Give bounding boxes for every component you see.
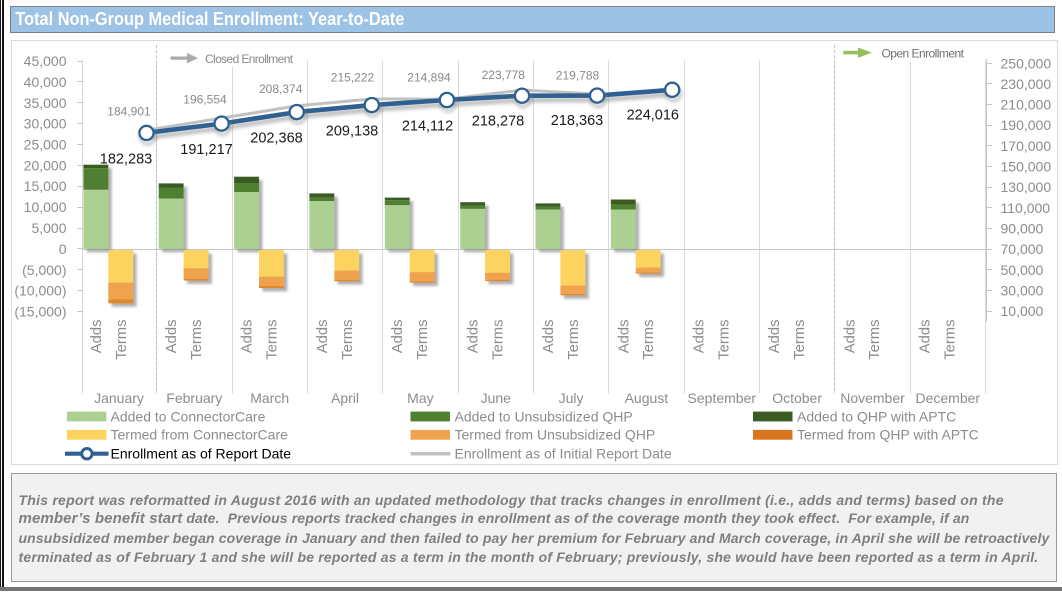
svg-text:210,000: 210,000 [1001, 97, 1052, 113]
svg-text:Terms: Terms [340, 320, 356, 360]
svg-text:130,000: 130,000 [1001, 179, 1052, 195]
svg-text:Termed from ConnectorCare: Termed from ConnectorCare [111, 427, 289, 443]
svg-text:Terms: Terms [491, 320, 507, 360]
svg-text:218,363: 218,363 [551, 113, 603, 129]
svg-text:20,000: 20,000 [24, 157, 67, 173]
svg-text:December: December [916, 390, 981, 406]
svg-text:September: September [688, 390, 757, 406]
svg-text:40,000: 40,000 [24, 74, 67, 90]
svg-text:Terms: Terms [264, 320, 280, 360]
svg-text:(5,000): (5,000) [22, 262, 66, 278]
svg-text:50,000: 50,000 [1001, 262, 1044, 278]
svg-text:214,894: 214,894 [407, 70, 451, 84]
svg-text:Terms: Terms [943, 320, 959, 360]
svg-text:Adds: Adds [390, 320, 406, 354]
svg-text:Terms: Terms [867, 320, 883, 360]
svg-text:230,000: 230,000 [1001, 76, 1052, 92]
svg-text:Closed Enrollment: Closed Enrollment [205, 52, 294, 66]
svg-text:45,000: 45,000 [24, 53, 67, 69]
svg-text:Open Enrollment: Open Enrollment [882, 47, 965, 61]
svg-text:Termed from QHP with APTC: Termed from QHP with APTC [797, 427, 979, 443]
svg-text:208,374: 208,374 [259, 82, 303, 96]
svg-text:196,554: 196,554 [183, 93, 227, 107]
svg-text:184,901: 184,901 [107, 105, 151, 119]
svg-text:Adds: Adds [616, 320, 632, 354]
svg-text:April: April [331, 390, 359, 406]
svg-text:Terms: Terms [415, 320, 431, 360]
svg-text:November: November [840, 390, 905, 406]
svg-text:30,000: 30,000 [1001, 282, 1044, 298]
svg-text:July: July [559, 390, 584, 406]
svg-text:15,000: 15,000 [24, 178, 67, 194]
svg-text:May: May [407, 390, 433, 406]
svg-text:219,788: 219,788 [556, 68, 600, 82]
svg-text:Adds: Adds [918, 320, 934, 354]
svg-text:Added to ConnectorCare: Added to ConnectorCare [111, 408, 266, 424]
svg-text:5,000: 5,000 [31, 220, 66, 236]
svg-text:Terms: Terms [717, 320, 733, 360]
svg-text:March: March [250, 390, 289, 406]
svg-text:Termed from Unsubsidized QHP: Termed from Unsubsidized QHP [455, 427, 656, 443]
svg-text:Adds: Adds [240, 320, 256, 354]
svg-text:Added to Unsubsidized QHP: Added to Unsubsidized QHP [455, 408, 633, 424]
svg-text:(15,000): (15,000) [14, 304, 66, 320]
svg-text:Terms: Terms [189, 320, 205, 360]
svg-text:10,000: 10,000 [1001, 303, 1044, 319]
svg-text:218,278: 218,278 [472, 114, 524, 130]
svg-text:202,368: 202,368 [250, 131, 302, 147]
svg-text:Enrollment as of Report Date: Enrollment as of Report Date [111, 446, 292, 462]
svg-text:70,000: 70,000 [1001, 241, 1044, 257]
svg-text:30,000: 30,000 [24, 116, 67, 132]
svg-text:250,000: 250,000 [1001, 55, 1052, 71]
svg-text:Adds: Adds [164, 320, 180, 354]
svg-text:August: August [625, 390, 669, 406]
svg-text:Enrollment as of Initial Repor: Enrollment as of Initial Report Date [455, 446, 672, 462]
svg-text:Terms: Terms [641, 320, 657, 360]
svg-text:Adds: Adds [842, 320, 858, 354]
svg-text:June: June [481, 390, 512, 406]
svg-text:Terms: Terms [792, 320, 808, 360]
svg-text:191,217: 191,217 [180, 142, 232, 158]
svg-text:0: 0 [59, 241, 67, 257]
svg-text:January: January [94, 390, 144, 406]
svg-text:170,000: 170,000 [1001, 138, 1052, 154]
svg-text:182,283: 182,283 [100, 152, 152, 168]
svg-text:190,000: 190,000 [1001, 117, 1052, 133]
svg-text:Terms: Terms [566, 320, 582, 360]
svg-text:223,778: 223,778 [482, 68, 526, 82]
svg-text:90,000: 90,000 [1001, 221, 1044, 237]
svg-text:35,000: 35,000 [24, 95, 67, 111]
svg-text:215,222: 215,222 [331, 70, 375, 84]
svg-text:Adds: Adds [89, 320, 105, 354]
svg-text:Adds: Adds [315, 320, 331, 354]
svg-text:25,000: 25,000 [24, 137, 67, 153]
svg-text:Added to QHP with APTC: Added to QHP with APTC [797, 408, 956, 424]
svg-text:214,112: 214,112 [402, 119, 453, 135]
svg-text:Adds: Adds [541, 320, 557, 354]
svg-text:Adds: Adds [466, 320, 482, 354]
svg-text:150,000: 150,000 [1001, 159, 1052, 175]
svg-text:February: February [166, 390, 222, 406]
svg-text:Adds: Adds [767, 320, 783, 354]
svg-text:209,138: 209,138 [326, 124, 378, 140]
svg-text:110,000: 110,000 [1001, 200, 1051, 216]
svg-text:Adds: Adds [692, 320, 708, 354]
svg-text:October: October [772, 390, 822, 406]
svg-text:10,000: 10,000 [24, 199, 67, 215]
svg-text:224,016: 224,016 [627, 108, 679, 124]
svg-text:(10,000): (10,000) [14, 283, 66, 299]
svg-text:Terms: Terms [114, 320, 130, 360]
